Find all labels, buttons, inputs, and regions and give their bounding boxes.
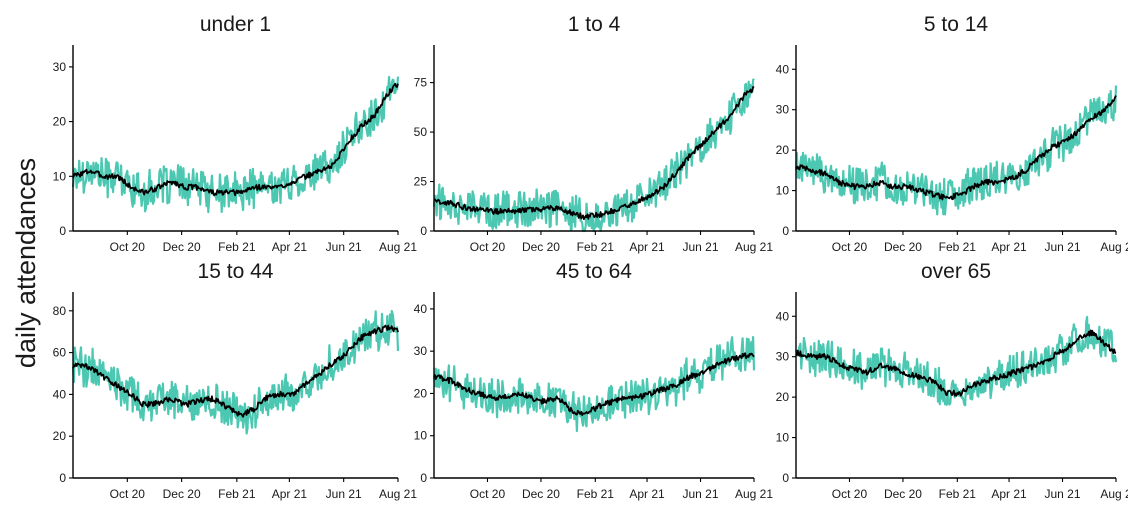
y-tick-label: 20: [53, 429, 67, 443]
facet-panel: 1 to 4 0 25 50 75 Oct 20 Dec 20 Feb 21 Apr 21 Jun…: [414, 13, 774, 254]
x-tick-label: Aug 21: [735, 487, 773, 501]
y-tick-label: 10: [776, 431, 790, 445]
x-tick-label: Dec 20: [884, 240, 922, 254]
y-tick-label: 30: [776, 350, 790, 364]
x-tick-label: Dec 20: [884, 487, 922, 501]
rolling-average-line: [795, 329, 1117, 397]
x-tick-label: Apr 21: [272, 487, 308, 501]
y-tick-label: 25: [414, 175, 428, 189]
facet-panel: over 65 0 10 20 30 40 Oct 20 Dec 20 Feb 21 Apr 21…: [776, 260, 1128, 501]
x-tick-label: Jun 21: [683, 240, 719, 254]
facet-panel: 5 to 14 0 10 20 30 40 Oct 20 Dec 20 Feb 21 Apr 21…: [776, 13, 1128, 254]
y-tick-label: 40: [776, 309, 790, 323]
facet-panel: 45 to 64 0 10 20 30 40 Oct 20 Dec 20 Feb 21 Apr 2…: [414, 260, 774, 501]
panel-title: 5 to 14: [924, 13, 989, 36]
x-tick-label: Oct 20: [110, 487, 146, 501]
x-tick-label: Aug 21: [735, 240, 773, 254]
y-tick-label: 40: [776, 62, 790, 76]
x-tick-label: Aug 21: [379, 240, 417, 254]
x-tick-label: Dec 20: [163, 240, 201, 254]
raw-daily-line: [794, 85, 1118, 216]
x-tick-label: Aug 21: [379, 487, 417, 501]
y-tick-label: 30: [776, 103, 790, 117]
y-tick-label: 20: [414, 386, 428, 400]
x-tick-label: Oct 20: [110, 240, 146, 254]
x-tick-label: Apr 21: [272, 240, 308, 254]
y-tick-label: 10: [53, 169, 67, 183]
y-tick-label: 0: [59, 224, 66, 238]
raw-daily-line: [71, 309, 400, 435]
y-tick-label: 50: [414, 125, 428, 139]
x-tick-label: Feb 21: [218, 240, 256, 254]
x-tick-label: Apr 21: [991, 487, 1027, 501]
y-tick-label: 0: [59, 471, 66, 485]
y-tick-label: 0: [420, 224, 427, 238]
x-tick-label: Jun 21: [326, 240, 362, 254]
x-tick-label: Apr 21: [629, 240, 665, 254]
y-tick-label: 60: [53, 346, 67, 360]
x-tick-label: Jun 21: [683, 487, 719, 501]
x-tick-label: Oct 20: [832, 487, 868, 501]
x-tick-label: Feb 21: [577, 240, 615, 254]
rolling-average-line: [433, 86, 755, 221]
y-tick-label: 10: [414, 429, 428, 443]
y-tick-label: 10: [776, 184, 790, 198]
x-tick-label: Oct 20: [470, 240, 506, 254]
rolling-average-line: [72, 324, 399, 418]
x-tick-label: Apr 21: [629, 487, 665, 501]
panel-title: over 65: [921, 260, 991, 283]
x-tick-label: Dec 20: [522, 240, 560, 254]
x-tick-label: Oct 20: [832, 240, 868, 254]
x-tick-label: Aug 2: [1100, 240, 1128, 254]
y-tick-label: 0: [420, 471, 427, 485]
y-tick-label: 40: [414, 302, 428, 316]
rolling-average-line: [72, 82, 399, 197]
x-tick-label: Dec 20: [163, 487, 201, 501]
y-tick-label: 0: [782, 224, 789, 238]
y-tick-label: 20: [776, 390, 790, 404]
panel-title: 45 to 64: [556, 260, 632, 283]
y-tick-label: 75: [414, 76, 428, 90]
rolling-average-line: [433, 352, 755, 416]
panel-title: under 1: [200, 13, 271, 36]
y-tick-label: 80: [53, 304, 67, 318]
raw-daily-line: [794, 315, 1118, 407]
y-tick-label: 0: [782, 471, 789, 485]
y-tick-label: 20: [776, 143, 790, 157]
raw-daily-line: [432, 336, 756, 433]
raw-daily-line: [71, 75, 400, 214]
y-tick-label: 30: [53, 60, 67, 74]
x-tick-label: Jun 21: [1045, 240, 1081, 254]
facet-panel: 15 to 44 0 20 40 60 80 Oct 20 Dec 20 Feb 21 Apr 2…: [53, 260, 418, 501]
y-axis-label: daily attendances: [11, 158, 41, 368]
raw-daily-line: [432, 78, 755, 233]
x-tick-label: Dec 20: [522, 487, 560, 501]
x-tick-label: Jun 21: [326, 487, 362, 501]
x-tick-label: Feb 21: [939, 487, 977, 501]
x-tick-label: Aug 2: [1100, 487, 1128, 501]
x-tick-label: Feb 21: [577, 487, 615, 501]
y-tick-label: 20: [53, 115, 67, 129]
y-tick-label: 40: [53, 387, 67, 401]
x-tick-label: Apr 21: [991, 240, 1027, 254]
facet-panel: under 1 0 10 20 30 Oct 20 Dec 20 Feb 21 Apr 21 Ju…: [53, 13, 418, 254]
x-tick-label: Jun 21: [1045, 487, 1081, 501]
x-tick-label: Oct 20: [470, 487, 506, 501]
x-tick-label: Feb 21: [218, 487, 256, 501]
panel-title: 15 to 44: [198, 260, 274, 283]
rolling-average-line: [795, 95, 1117, 201]
x-tick-label: Feb 21: [939, 240, 977, 254]
panel-title: 1 to 4: [568, 13, 621, 36]
y-tick-label: 30: [414, 344, 428, 358]
